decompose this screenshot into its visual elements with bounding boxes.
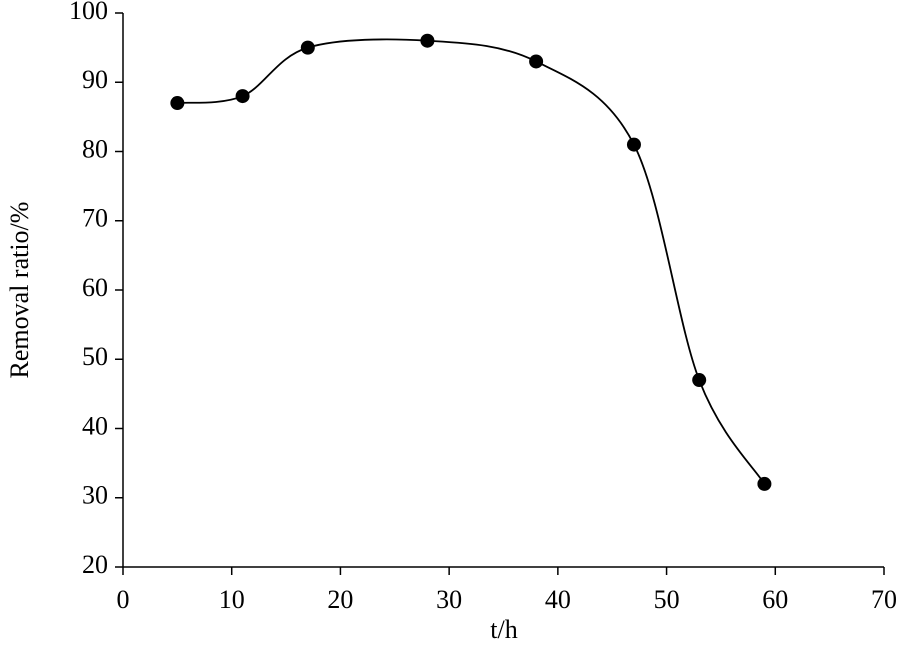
data-point (300, 40, 315, 55)
y-tick-label: 100 (69, 0, 108, 25)
x-tick-label: 60 (762, 585, 788, 614)
y-tick-label: 80 (82, 134, 108, 163)
x-tick-label: 50 (654, 585, 680, 614)
x-axis-title: t/h (490, 615, 517, 644)
x-tick-label: 30 (436, 585, 462, 614)
x-tick-label: 40 (545, 585, 571, 614)
x-tick-label: 20 (327, 585, 353, 614)
data-point (420, 33, 435, 48)
data-point (529, 54, 544, 69)
x-tick-label: 70 (871, 585, 897, 614)
data-point (170, 96, 185, 111)
data-point (626, 137, 641, 152)
y-tick-label: 20 (82, 550, 108, 579)
y-tick-label: 40 (82, 411, 108, 440)
data-point (692, 373, 707, 388)
data-line (177, 38, 766, 485)
y-tick-label: 70 (82, 204, 108, 233)
y-tick-label: 60 (82, 273, 108, 302)
x-tick-label: 10 (219, 585, 245, 614)
y-tick-label: 50 (82, 342, 108, 371)
data-point (757, 476, 772, 491)
data-point (235, 89, 250, 104)
y-tick-label: 90 (82, 65, 108, 94)
y-tick-label: 30 (82, 481, 108, 510)
y-axis-title: Removal ratio/% (5, 202, 34, 379)
x-tick-label: 0 (117, 585, 130, 614)
